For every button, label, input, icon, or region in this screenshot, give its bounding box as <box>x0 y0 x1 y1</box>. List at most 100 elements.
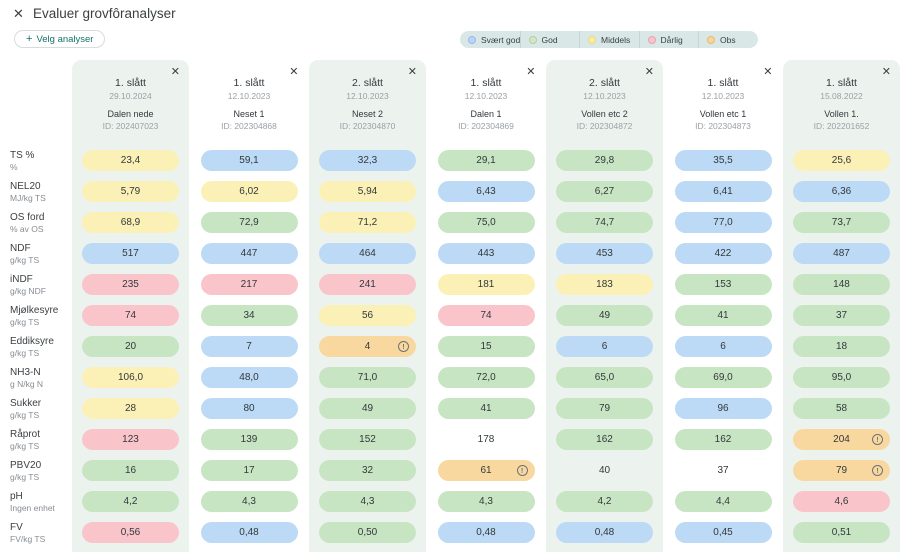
value-cell: 0,51 <box>783 517 900 548</box>
value-pill: 0,50 <box>319 522 416 543</box>
row-label-pbv20: PBV20 g/kg TS <box>0 455 71 486</box>
value-cell: 69,0 <box>665 362 782 393</box>
value-pill: 5,79 <box>82 181 179 202</box>
value-cell: 6 <box>665 331 782 362</box>
analysis-id: ID: 202304869 <box>458 121 514 131</box>
value-pill: 443 <box>437 243 535 264</box>
value-cell: 41 <box>428 393 545 424</box>
field-name: Vollen etc 1 <box>699 109 747 119</box>
value-pill: 56 <box>319 305 416 326</box>
value-pill: 41 <box>674 305 772 326</box>
value-cell: 77,0 <box>665 207 782 238</box>
legend-label: Svært god <box>481 34 521 45</box>
value-pill: 0,45 <box>674 522 772 543</box>
value-cell: 29,8 <box>546 145 663 176</box>
velg-analyser-button[interactable]: + Velg analyser <box>14 30 106 48</box>
value-pill: 15 <box>437 336 535 357</box>
date-label: 15.08.2022 <box>820 91 863 101</box>
legend-item-d-rlig: Dårlig <box>638 31 699 48</box>
value-pill: 6,36 <box>793 181 890 202</box>
remove-analysis-icon[interactable]: ✕ <box>644 66 654 78</box>
analysis-column-dalen-nede: ✕ 1. slått 29.10.2024 Dalen nede ID: 2024070… <box>72 60 189 552</box>
remove-analysis-icon[interactable]: ✕ <box>526 66 536 78</box>
remove-analysis-icon[interactable]: ✕ <box>763 66 773 78</box>
harvest-label: 2. slått <box>589 77 620 89</box>
field-name: Vollen 1. <box>824 109 859 119</box>
row-label-name: NEL20 <box>10 180 41 192</box>
value-pill: 71,2 <box>319 212 416 233</box>
date-label: 12.10.2023 <box>583 91 626 101</box>
value-cell: 464 <box>309 238 426 269</box>
value-cell: 25,6 <box>783 145 900 176</box>
value-pill: 58 <box>793 398 890 419</box>
page-title: Evaluer grovfôranalyser <box>33 6 176 21</box>
quality-legend: Svært god God Middels Dårlig Obs <box>460 31 758 48</box>
warning-icon[interactable]: ! <box>872 434 883 445</box>
value-pill: 37 <box>717 465 729 476</box>
value-cell: 139 <box>191 424 308 455</box>
analysis-id: ID: 202407023 <box>102 121 159 131</box>
value-cell: 162 <box>546 424 663 455</box>
close-icon[interactable]: ✕ <box>13 6 24 21</box>
value-cell: 123 <box>72 424 189 455</box>
value-pill: 32,3 <box>319 150 416 171</box>
value-cell: 148 <box>783 269 900 300</box>
value-pill: 29,8 <box>556 150 653 171</box>
value-pill: 41 <box>437 398 535 419</box>
value-cell: 72,9 <box>191 207 308 238</box>
analysis-column-dalen-1: ✕ 1. slått 12.10.2023 Dalen 1 ID: 202304869 2… <box>428 60 545 552</box>
value-pill: 37 <box>793 305 890 326</box>
value-cell: 0,56 <box>72 517 189 548</box>
value-pill: 4! <box>319 336 416 357</box>
field-name: Dalen nede <box>107 109 154 119</box>
row-label-name: Eddiksyre <box>10 335 54 347</box>
row-label-unit: g/kg TS <box>10 440 40 451</box>
warning-icon[interactable]: ! <box>398 341 409 352</box>
value-pill: 447 <box>200 243 298 264</box>
row-label-indf: iNDF g/kg NDF <box>0 269 71 300</box>
value-pill: 139 <box>200 429 298 450</box>
value-pill: 61! <box>437 460 535 481</box>
row-label-ph: pH Ingen enhet <box>0 486 71 517</box>
row-label-sukker: Sukker g/kg TS <box>0 393 71 424</box>
value-cell: 6,43 <box>428 176 545 207</box>
analysis-column-vollen-etc-2: ✕ 2. slått 12.10.2023 Vollen etc 2 ID: 20230… <box>546 60 663 552</box>
date-label: 12.10.2023 <box>346 91 389 101</box>
value-cell: 0,50 <box>309 517 426 548</box>
remove-analysis-icon[interactable]: ✕ <box>289 66 299 78</box>
value-pill: 73,7 <box>793 212 890 233</box>
analysis-column-vollen-etc-1: ✕ 1. slått 12.10.2023 Vollen etc 1 ID: 20230… <box>665 60 782 552</box>
value-cell: 20 <box>72 331 189 362</box>
value-cell: 79! <box>783 455 900 486</box>
harvest-label: 1. slått <box>707 77 739 89</box>
value-pill: 6 <box>556 336 653 357</box>
analysis-id: ID: 202304868 <box>221 121 277 131</box>
row-label-r-prot: Råprot g/kg TS <box>0 424 71 455</box>
value-cell: 15 <box>428 331 545 362</box>
row-label-ndf: NDF g/kg TS <box>0 238 71 269</box>
remove-analysis-icon[interactable]: ✕ <box>407 66 417 78</box>
row-label-unit: g/kg TS <box>10 347 40 358</box>
remove-analysis-icon[interactable]: ✕ <box>170 66 180 78</box>
remove-analysis-icon[interactable]: ✕ <box>881 66 891 78</box>
analysis-column-vollen-1: ✕ 1. slått 15.08.2022 Vollen 1. ID: 20220165… <box>783 60 900 552</box>
value-cell: 18 <box>783 331 900 362</box>
row-label-unit: g/kg TS <box>10 409 40 420</box>
value-cell: 5,79 <box>72 176 189 207</box>
field-name: Neset 2 <box>351 109 384 119</box>
warning-icon[interactable]: ! <box>516 465 528 476</box>
value-pill: 4,3 <box>200 491 298 512</box>
value-pill: 0,56 <box>82 522 179 543</box>
value-cell: 49 <box>546 300 663 331</box>
row-label-unit: % av OS <box>10 223 44 234</box>
row-label-name: NH3-N <box>10 366 41 378</box>
value-cell: 95,0 <box>783 362 900 393</box>
value-pill: 6,41 <box>674 181 772 202</box>
value-cell: 65,0 <box>546 362 663 393</box>
value-cell: 181 <box>428 269 545 300</box>
harvest-label: 1. slått <box>115 77 146 89</box>
value-pill: 517 <box>82 243 179 264</box>
value-pill: 162 <box>674 429 772 450</box>
value-pill: 153 <box>674 274 772 295</box>
warning-icon[interactable]: ! <box>872 465 883 476</box>
